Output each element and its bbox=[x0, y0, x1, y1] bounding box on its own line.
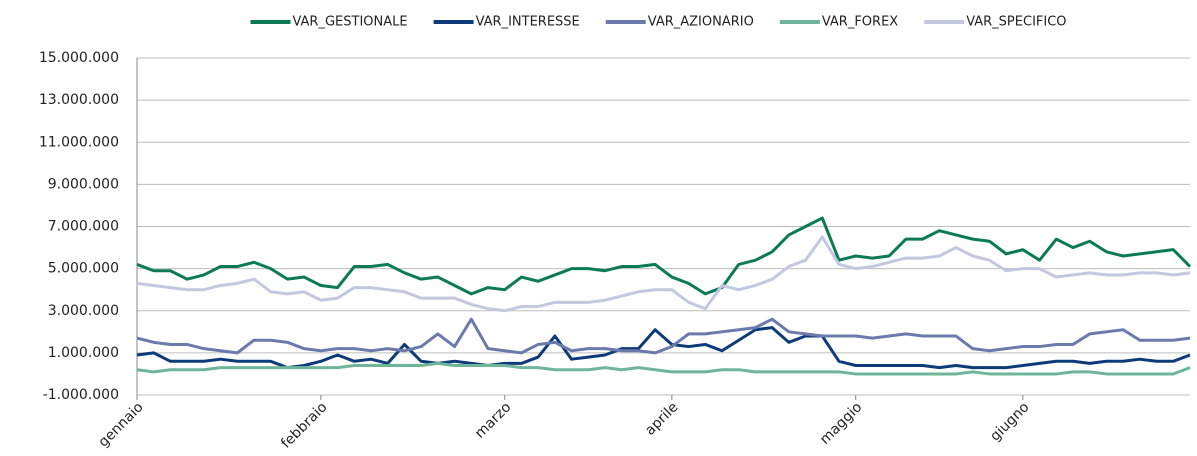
y-tick-label: 11.000.000 bbox=[39, 134, 119, 150]
legend-label: VAR_SPECIFICO bbox=[966, 15, 1066, 30]
legend: VAR_GESTIONALE VAR_INTERESSE VAR_AZIONARIO… bbox=[250, 15, 1067, 30]
y-tick-label: 7.000.000 bbox=[48, 219, 119, 235]
legend-label: VAR_FOREX bbox=[822, 15, 898, 30]
series-line bbox=[136, 216, 1192, 296]
y-tick-label: 1.000.000 bbox=[48, 345, 119, 361]
legend-label: VAR_AZIONARIO bbox=[648, 15, 754, 30]
x-tick-label: maggio bbox=[817, 399, 865, 447]
x-tick-label: febbraio bbox=[278, 399, 330, 451]
series-line bbox=[136, 235, 1191, 313]
y-tick-label: 9.000.000 bbox=[48, 176, 119, 192]
x-tick-label: gennaio bbox=[96, 399, 147, 450]
legend-label: VAR_INTERESSE bbox=[476, 15, 580, 30]
x-tick-label: marzo bbox=[472, 399, 514, 441]
y-tick-label: 5.000.000 bbox=[48, 261, 119, 277]
y-tick-label: -1.000.000 bbox=[43, 387, 119, 403]
x-tick-label: giugno bbox=[987, 399, 1032, 444]
series-line bbox=[136, 326, 1191, 370]
y-tick-label: 3.000.000 bbox=[48, 303, 119, 319]
series-line bbox=[136, 317, 1191, 355]
y-tick-label: 13.000.000 bbox=[39, 92, 119, 108]
legend-label: VAR_GESTIONALE bbox=[292, 15, 407, 30]
x-tick-label: aprile bbox=[642, 399, 681, 438]
series-line bbox=[136, 361, 1191, 376]
y-tick-label: 15.000.000 bbox=[39, 50, 119, 66]
